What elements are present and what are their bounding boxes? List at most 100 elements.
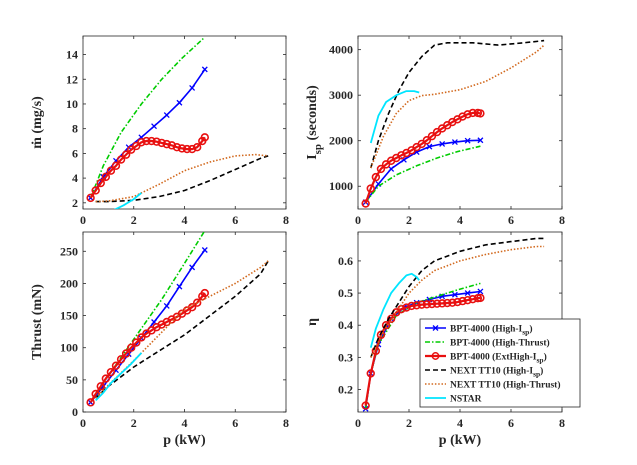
- y-tick-label: 2000: [329, 134, 353, 148]
- series-line-nstar: [369, 90, 420, 144]
- data-point-bpt-4000-exthigh-isp: [127, 343, 136, 352]
- y-tick-label: 12: [66, 72, 78, 86]
- series-line-next-tt10-high-isp: [95, 260, 269, 399]
- y-tick-label: 8: [72, 122, 78, 136]
- data-point-bpt-4000-exthigh-isp: [448, 298, 457, 307]
- data-point-bpt-4000-high-isp: [451, 139, 458, 146]
- data-point-bpt-4000-exthigh-isp: [427, 299, 437, 309]
- data-point-bpt-4000-exthigh-isp: [187, 303, 197, 312]
- series-line-bpt-4000-high-isp: [364, 139, 481, 203]
- data-point-bpt-4000-exthigh-isp: [162, 139, 171, 149]
- y-tick-label: 0.3: [338, 350, 353, 364]
- data-point-bpt-4000-exthigh-isp: [167, 141, 177, 150]
- data-point-bpt-4000-high-isp: [464, 290, 471, 297]
- legend-entry-next_hithrust: NEXT TT10 (High-Thrust): [425, 380, 561, 391]
- data-point-bpt-4000-high-isp: [201, 66, 208, 73]
- data-point-bpt-4000-exthigh-isp: [463, 110, 472, 119]
- x-tick-label: 2: [131, 416, 137, 430]
- data-point-bpt-4000-exthigh-isp: [137, 138, 146, 147]
- data-point-bpt-4000-exthigh-isp: [468, 294, 477, 304]
- y-tick-label: 14: [66, 48, 78, 62]
- data-point-bpt-4000-exthigh-isp: [86, 193, 95, 203]
- data-point-bpt-4000-high-isp: [388, 165, 395, 172]
- data-point-bpt-4000-exthigh-isp: [132, 338, 141, 347]
- data-point-bpt-4000-exthigh-isp: [111, 161, 121, 170]
- data-point-bpt-4000-exthigh-isp: [437, 299, 447, 308]
- x-tick-label: 4: [182, 213, 188, 227]
- series-line-nstar: [113, 192, 142, 209]
- series-line-next-tt10-high-isp: [95, 155, 269, 203]
- y-tick-label: 4000: [329, 43, 353, 57]
- series-line-bpt-4000-exthigh-isp: [89, 136, 206, 199]
- data-point-bpt-4000-exthigh-isp: [96, 178, 105, 188]
- data-point-bpt-4000-exthigh-isp: [476, 109, 485, 118]
- series-line-nstar: [369, 272, 420, 348]
- data-point-bpt-4000-exthigh-isp: [182, 144, 192, 154]
- panel-top-right: 0 2 4 6 8 1000 2000 3000 4000 Isp (seconds): [305, 35, 565, 227]
- data-point-bpt-4000-exthigh-isp: [116, 155, 126, 164]
- data-point-bpt-4000-exthigh-isp: [121, 349, 131, 358]
- x-tick-label: 0: [80, 213, 86, 227]
- x-tick-label: 6: [232, 213, 238, 227]
- data-point-bpt-4000-exthigh-isp: [422, 136, 432, 145]
- legend-entry-bpt_ext: BPT-4000 (ExtHigh-Isp): [425, 352, 547, 365]
- data-point-bpt-4000-exthigh-isp: [458, 296, 467, 306]
- data-point-bpt-4000-exthigh-isp: [200, 133, 210, 142]
- data-point-bpt-4000-high-isp: [464, 137, 471, 144]
- y-tick-label: 3000: [329, 88, 353, 102]
- data-point-bpt-4000-exthigh-isp: [152, 137, 161, 146]
- y-axis-label: Isp (seconds): [305, 85, 324, 160]
- series-line-next-tt10-high-thrust: [370, 245, 545, 358]
- y-tick-label: 2: [72, 196, 78, 210]
- y-tick-label: 0.2: [338, 383, 353, 397]
- x-tick-label: 8: [283, 213, 289, 227]
- data-point-bpt-4000-exthigh-isp: [427, 131, 437, 141]
- y-tick-label: 150: [60, 309, 78, 323]
- data-point-bpt-4000-exthigh-isp: [147, 136, 156, 146]
- data-point-bpt-4000-exthigh-isp: [192, 298, 202, 307]
- data-point-bpt-4000-high-isp: [451, 291, 458, 298]
- data-point-bpt-4000-exthigh-isp: [402, 303, 411, 312]
- legend-entry-next_hisp: NEXT TT10 (High-Isp): [425, 366, 543, 379]
- data-point-bpt-4000-exthigh-isp: [192, 143, 202, 152]
- x-axis-label: p (kW): [439, 433, 482, 448]
- data-point-bpt-4000-exthigh-isp: [366, 184, 375, 193]
- legend: BPT-4000 (High-Isp)BPT-4000 (High-Thrust…: [419, 318, 581, 408]
- y-tick-label: 0: [72, 405, 78, 419]
- x-tick-label: 2: [406, 416, 412, 430]
- series-line-bpt-4000-high-thrust: [89, 36, 206, 199]
- data-point-bpt-4000-exthigh-isp: [200, 288, 210, 298]
- data-point-bpt-4000-exthigh-isp: [376, 164, 386, 174]
- data-point-bpt-4000-exthigh-isp: [86, 398, 95, 407]
- data-point-bpt-4000-exthigh-isp: [417, 300, 426, 309]
- data-point-bpt-4000-exthigh-isp: [443, 298, 452, 308]
- x-tick-label: 4: [182, 416, 188, 430]
- data-point-bpt-4000-high-isp: [176, 283, 183, 290]
- series-line-next-tt10-high-thrust: [95, 153, 269, 203]
- data-point-bpt-4000-exthigh-isp: [137, 333, 146, 342]
- legend-label: NSTAR: [450, 395, 482, 405]
- data-point-bpt-4000-exthigh-isp: [407, 301, 416, 311]
- data-point-bpt-4000-exthigh-isp: [453, 297, 462, 307]
- data-point-bpt-4000-exthigh-isp: [101, 172, 111, 182]
- data-point-bpt-4000-high-isp: [477, 288, 484, 295]
- y-tick-label: 100: [60, 341, 78, 355]
- x-tick-label: 4: [457, 213, 463, 227]
- data-point-bpt-4000-high-isp: [189, 264, 196, 271]
- data-point-bpt-4000-exthigh-isp: [361, 199, 370, 208]
- x-tick-label: 6: [508, 416, 514, 430]
- x-tick-label: 6: [508, 213, 514, 227]
- data-point-bpt-4000-high-isp: [426, 143, 433, 150]
- series-line-next-tt10-high-isp: [370, 237, 545, 358]
- data-point-bpt-4000-exthigh-isp: [116, 355, 126, 364]
- data-point-bpt-4000-exthigh-isp: [142, 136, 151, 146]
- data-point-bpt-4000-exthigh-isp: [96, 382, 105, 391]
- x-axis-label: p (kW): [163, 433, 206, 448]
- y-tick-label: 4: [72, 171, 78, 185]
- data-point-bpt-4000-exthigh-isp: [381, 321, 391, 330]
- y-tick-label: 200: [60, 276, 78, 290]
- legend-label: BPT-4000 (High-Isp): [450, 324, 533, 337]
- y-tick-label: 50: [66, 373, 78, 387]
- x-tick-label: 8: [559, 213, 565, 227]
